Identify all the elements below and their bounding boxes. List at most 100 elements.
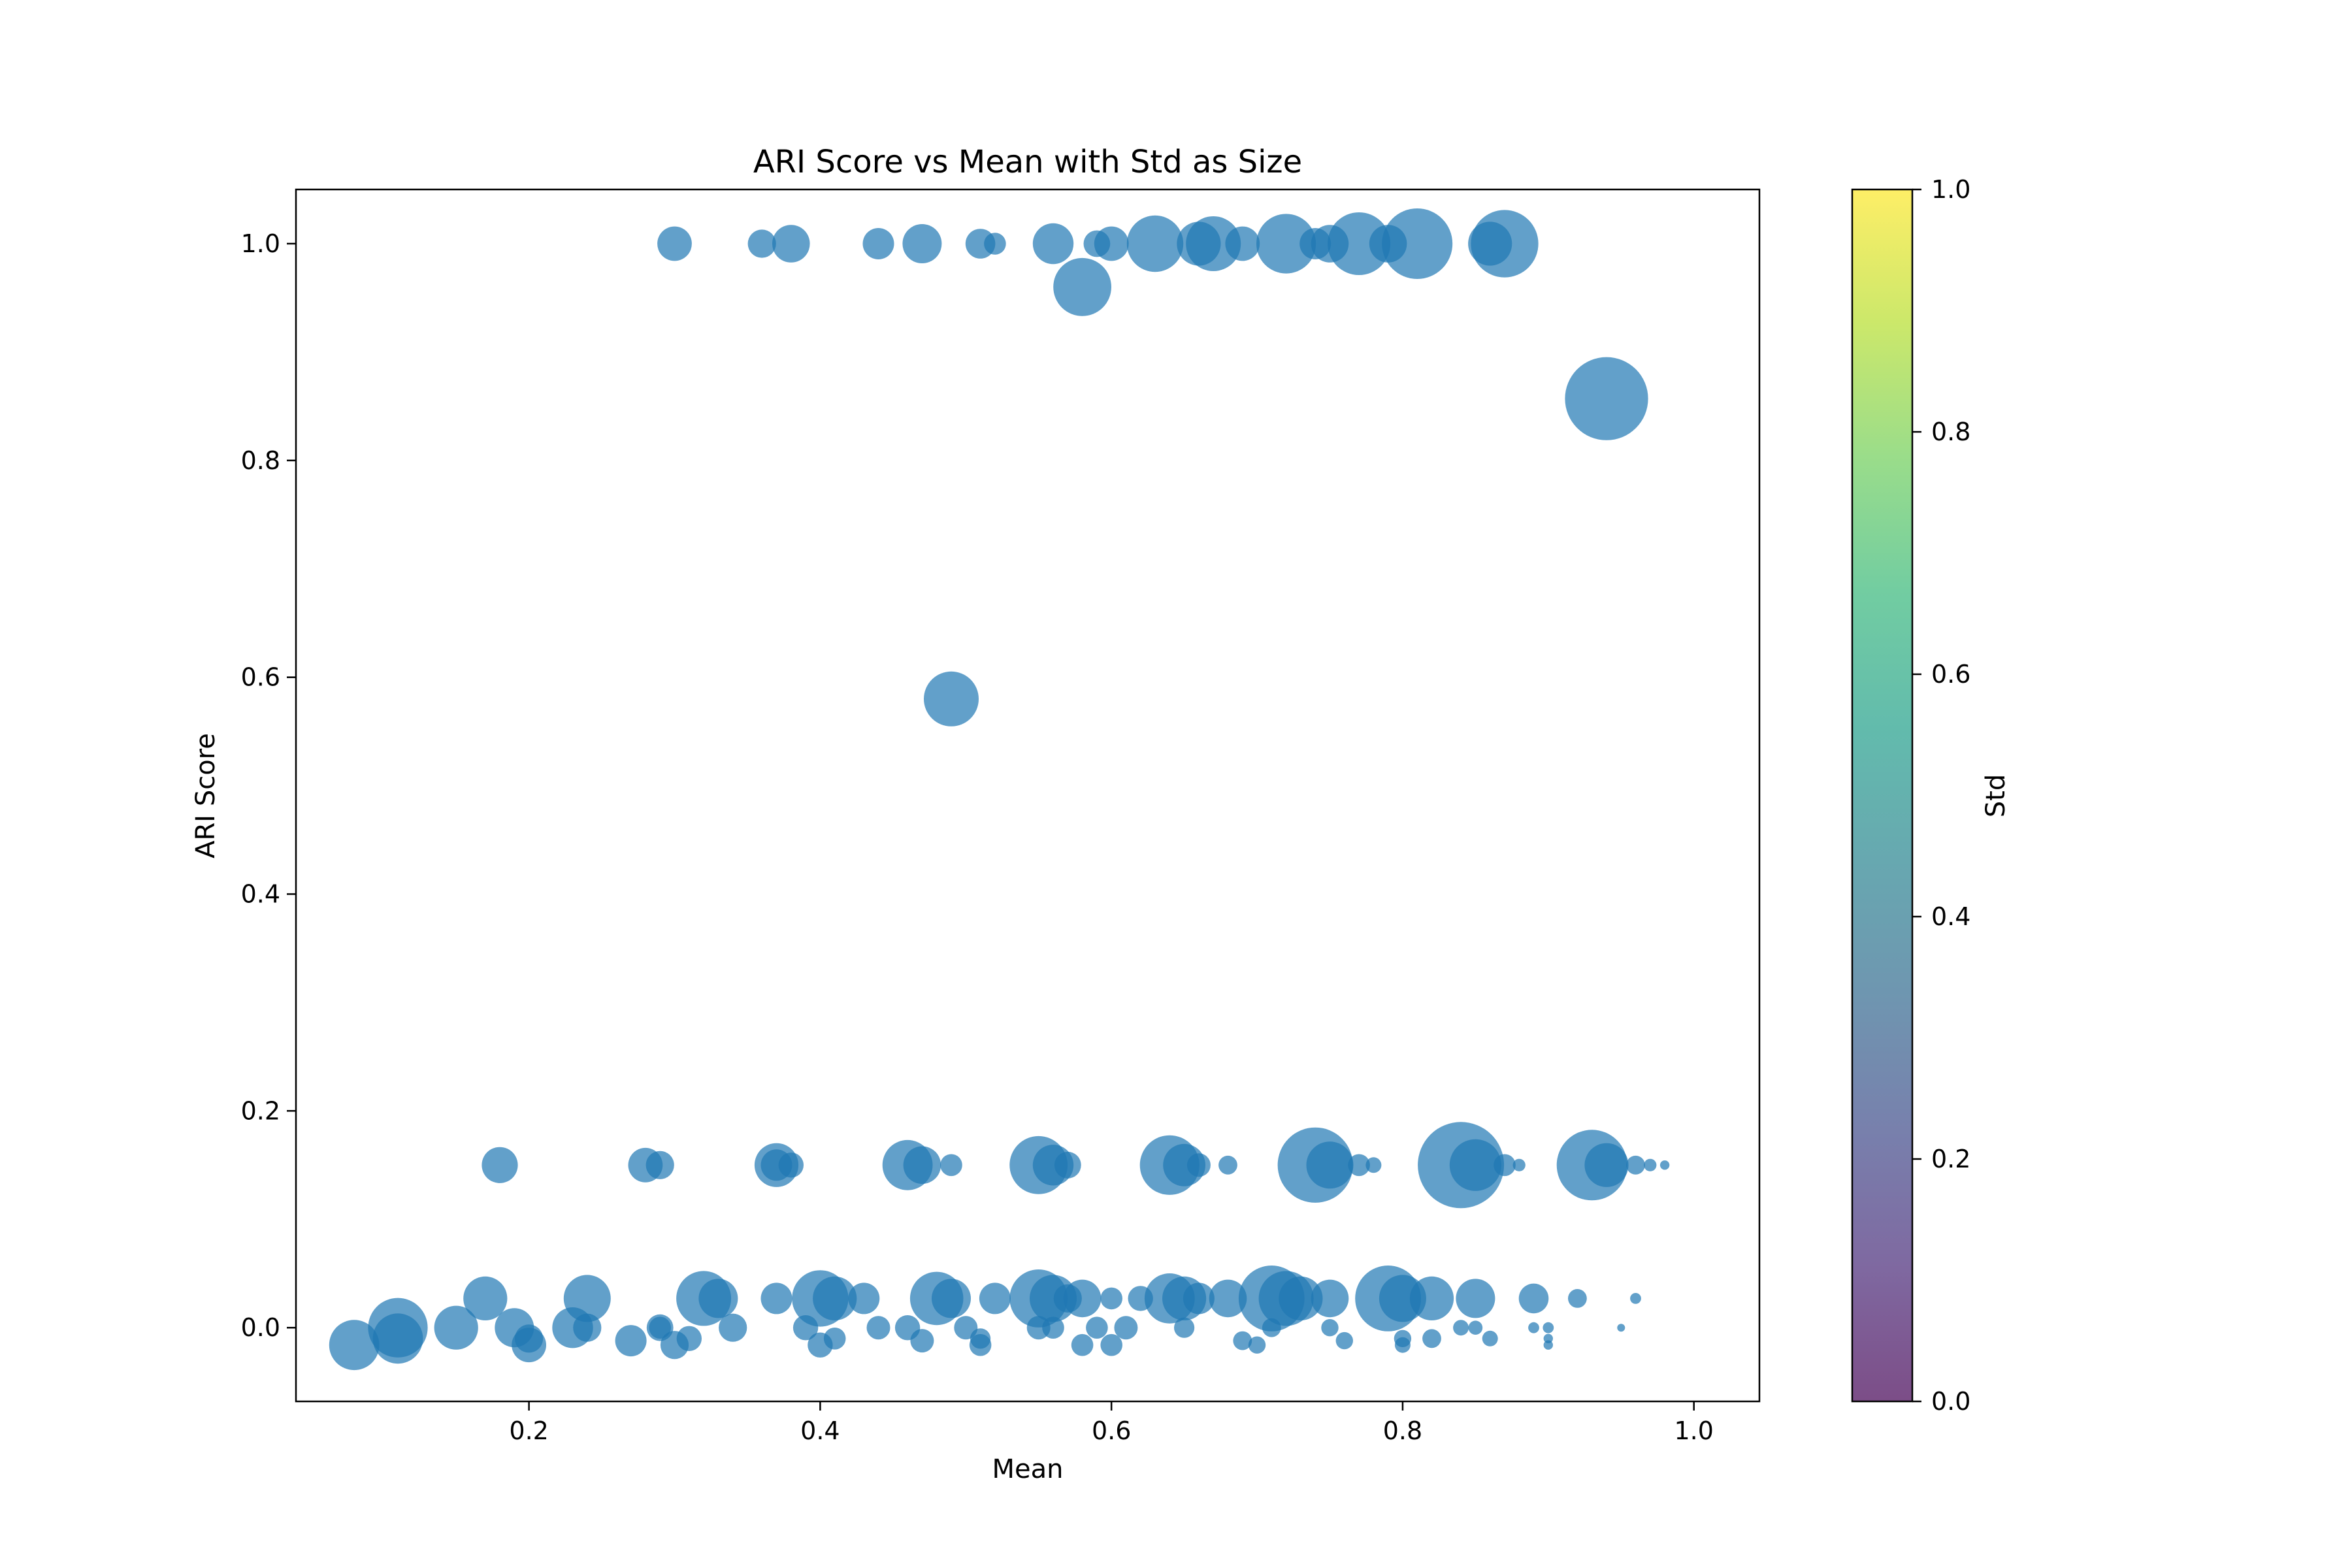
plot-frame — [295, 188, 1761, 1403]
scatter-point — [1617, 1324, 1625, 1332]
scatter-point — [778, 1152, 804, 1178]
scatter-point — [1225, 226, 1260, 261]
scatter-point — [924, 671, 979, 727]
scatter-point — [1348, 1154, 1370, 1177]
scatter-point — [979, 1282, 1011, 1315]
x-axis-label: Mean — [992, 1454, 1064, 1484]
scatter-point — [1543, 1333, 1553, 1343]
chart-title: ARI Score vs Mean with Std as Size — [753, 144, 1302, 180]
scatter-point — [1494, 1154, 1516, 1177]
scatter-point — [1233, 1331, 1252, 1350]
scatter-point — [1568, 1289, 1587, 1308]
scatter-point — [1032, 223, 1074, 265]
y-tick-label: 0.2 — [241, 1096, 280, 1125]
scatter-point — [1174, 1317, 1195, 1338]
scatter-point — [910, 1329, 934, 1353]
y-axis: 0.0 0.2 0.4 0.6 0.8 1.0 — [241, 229, 296, 1342]
y-tick-label: 0.8 — [241, 446, 280, 475]
y-axis-label: ARI Score — [191, 733, 221, 858]
y-tick-label: 1.0 — [241, 229, 280, 258]
colorbar — [1851, 188, 1914, 1403]
scatter-point — [1311, 1279, 1349, 1318]
scatter-point — [1512, 1158, 1526, 1171]
y-tick-label: 0.0 — [241, 1313, 280, 1342]
scatter-point — [1094, 226, 1129, 261]
scatter-point — [719, 1313, 747, 1342]
scatter-point — [573, 1313, 602, 1342]
scatter-point — [1071, 1333, 1094, 1356]
x-tick-label: 0.2 — [509, 1416, 548, 1445]
scatter-point — [1328, 212, 1391, 275]
scatter-point — [1186, 216, 1241, 271]
scatter-point — [903, 1146, 941, 1184]
scatter-point — [1659, 1160, 1670, 1170]
x-tick-label: 0.6 — [1092, 1416, 1131, 1445]
scatter-point — [1321, 1319, 1339, 1337]
scatter-point — [698, 1279, 738, 1318]
scatter-point — [1186, 1153, 1211, 1177]
scatter-point — [1584, 1143, 1629, 1187]
scatter-point — [772, 225, 810, 263]
scatter-point — [1518, 1283, 1549, 1314]
scatter-point — [862, 228, 894, 259]
y-tick-label: 0.4 — [241, 879, 280, 908]
scatter-point — [1053, 257, 1111, 316]
scatter-point — [866, 1316, 890, 1340]
scatter-point — [463, 1276, 508, 1320]
scatter-point — [1394, 1330, 1412, 1347]
scatter-point — [1100, 1333, 1122, 1356]
scatter-point — [1482, 1330, 1498, 1347]
scatter-points — [329, 208, 1670, 1371]
scatter-point — [932, 1279, 971, 1318]
colorbar-tick-label: 0.8 — [1931, 417, 1970, 446]
x-tick-label: 1.0 — [1674, 1416, 1713, 1445]
scatter-point — [1209, 1279, 1247, 1318]
scatter-point — [984, 233, 1006, 255]
scatter-point — [1063, 1279, 1102, 1318]
scatter-point — [1042, 1316, 1064, 1339]
scatter-point — [1256, 214, 1316, 274]
colorbar-tick-label: 0.6 — [1931, 660, 1970, 689]
scatter-point — [1453, 1320, 1469, 1336]
scatter-point — [902, 224, 942, 263]
colorbar-label: Std — [1981, 774, 2011, 817]
scatter-point — [649, 1316, 671, 1339]
scatter-point — [1279, 1276, 1323, 1320]
scatter-point — [747, 229, 776, 258]
scatter-point — [1456, 1279, 1495, 1318]
scatter-point — [657, 226, 692, 261]
scatter-point — [1114, 1316, 1138, 1340]
scatter-point — [1183, 1282, 1215, 1315]
scatter-point — [645, 1151, 674, 1179]
scatter-point — [940, 1154, 962, 1177]
scatter-point — [1262, 1318, 1281, 1337]
scatter-point — [1449, 1139, 1501, 1191]
scatter-point — [1565, 357, 1648, 440]
scatter-point — [1630, 1293, 1641, 1304]
scatter-point — [1382, 208, 1453, 279]
scatter-point — [615, 1325, 647, 1357]
colorbar-tick-label: 1.0 — [1931, 175, 1970, 204]
scatter-point — [1528, 1322, 1539, 1333]
scatter-point — [482, 1147, 518, 1183]
scatter-point — [1471, 210, 1539, 278]
colorbar-tick-label: 0.0 — [1931, 1387, 1970, 1416]
scatter-point — [434, 1305, 478, 1350]
colorbar-tick-label: 0.4 — [1931, 902, 1970, 931]
scatter-point — [1126, 215, 1184, 272]
scatter-point — [515, 1324, 544, 1353]
scatter-point — [1409, 1276, 1454, 1320]
scatter-point — [823, 1328, 846, 1350]
scatter-point — [760, 1282, 792, 1315]
x-tick-label: 0.4 — [800, 1416, 840, 1445]
scatter-point — [1626, 1155, 1645, 1175]
scatter-point — [1422, 1329, 1441, 1348]
y-tick-label: 0.6 — [241, 663, 280, 692]
scatter-point — [329, 1320, 380, 1371]
x-tick-label: 0.8 — [1383, 1416, 1422, 1445]
scatter-point — [970, 1328, 991, 1349]
scatter-point — [676, 1326, 702, 1351]
scatter-point — [1365, 1157, 1382, 1173]
scatter-point — [1100, 1287, 1122, 1310]
